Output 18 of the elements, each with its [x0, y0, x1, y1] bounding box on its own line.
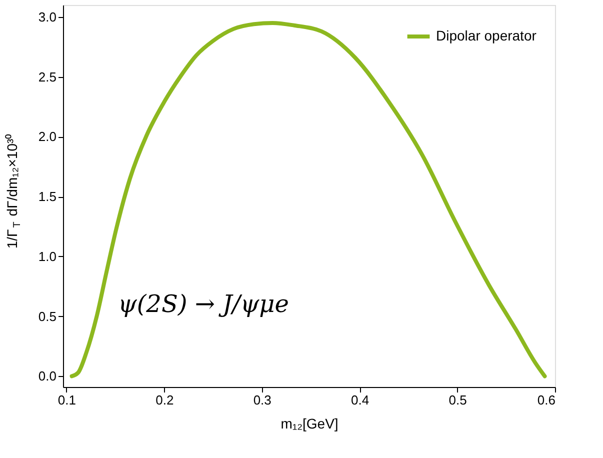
y-tick-label: 1.5: [38, 189, 56, 204]
legend-label: Dipolar operator: [436, 28, 537, 44]
x-tick-label: 0.1: [58, 392, 76, 408]
y-tick-label: 2.5: [38, 69, 56, 84]
y-tick-label: 3.0: [38, 9, 56, 24]
y-tick-label: 0.0: [38, 368, 56, 384]
x-tick-label: 0.2: [156, 392, 174, 408]
x-axis-title: m₁₂[GeV]: [280, 416, 338, 432]
y-tick-label: 0.5: [38, 308, 56, 324]
x-tick-label: 0.4: [351, 392, 370, 408]
y-axis-title: 1/ΓT dΓ/dm₁₂×10³⁰: [4, 134, 23, 249]
line-series: [70, 20, 547, 378]
x-tick-label: 0.3: [253, 392, 272, 408]
y-tick-label: 1.0: [38, 248, 56, 264]
x-tick-label: 0.5: [448, 392, 467, 408]
x-tick-label: 0.6: [537, 392, 556, 408]
y-tick-label: 2.0: [38, 129, 56, 144]
annotation: ψ(2S) → J/ψμe: [118, 290, 289, 318]
